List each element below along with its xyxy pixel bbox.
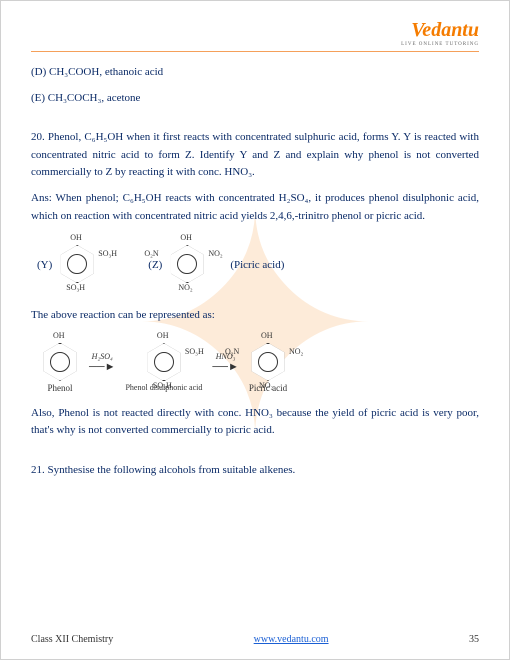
option-e: (E) CH₃COCH₃, acetone xyxy=(31,90,479,108)
molecule-y: OH SO₃H SO₃H xyxy=(58,235,96,295)
question-21: 21. Synthesise the following alcohols fr… xyxy=(31,462,479,480)
opt-d-formula: CH₃COOH xyxy=(49,66,99,78)
footer-left: Class XII Chemistry xyxy=(31,634,113,645)
answer-20: Ans: When phenol; C₆H₅OH reacts with con… xyxy=(31,190,479,225)
top-rule xyxy=(31,51,479,52)
question-20: 20. Phenol, C₆H₅OH when it first reacts … xyxy=(31,129,479,182)
molecule-picric: OH NO₂ O₂N NO₂ Picric acid xyxy=(249,333,287,393)
brand-tagline: LIVE ONLINE TUTORING xyxy=(31,42,479,47)
figure-1: (Y) OH SO₃H SO₃H (Z) OH NO₂ O₂N NO₂ xyxy=(37,235,479,295)
brand-name: Vedantu xyxy=(411,19,479,41)
y-label: (Y) xyxy=(37,259,52,271)
opt-d-prefix: (D) xyxy=(31,66,49,78)
mid-text: The above reaction can be represented as… xyxy=(31,307,479,325)
brand-block: Vedantu LIVE ONLINE TUTORING xyxy=(31,19,479,47)
opt-d-name: , ethanoic acid xyxy=(99,66,163,78)
footer-link[interactable]: www.vedantu.com xyxy=(254,634,329,645)
molecule-intermediate: OH SO₃H SO₃H Phenol disulphonic acid xyxy=(125,333,202,392)
opt-e-prefix: (E) xyxy=(31,92,48,104)
opt-e-formula: CH₃COCH₃ xyxy=(48,92,102,104)
molecule-z: OH NO₂ O₂N NO₂ xyxy=(168,235,206,295)
footer: Class XII Chemistry www.vedantu.com 35 xyxy=(31,633,479,645)
arrow-1: H₂SO₄ ──► xyxy=(85,352,119,373)
also-text: Also, Phenol is not reacted directly wit… xyxy=(31,405,479,440)
footer-page: 35 xyxy=(469,634,479,645)
figure-2: OH Phenol H₂SO₄ ──► OH SO₃H SO₃H Phenol … xyxy=(41,333,479,393)
z-label: (Z) xyxy=(148,259,162,271)
option-d: (D) CH₃COOH, ethanoic acid xyxy=(31,64,479,82)
molecule-phenol: OH Phenol xyxy=(41,333,79,393)
picric-label: (Picric acid) xyxy=(230,259,284,271)
opt-e-name: , acetone xyxy=(101,92,140,104)
